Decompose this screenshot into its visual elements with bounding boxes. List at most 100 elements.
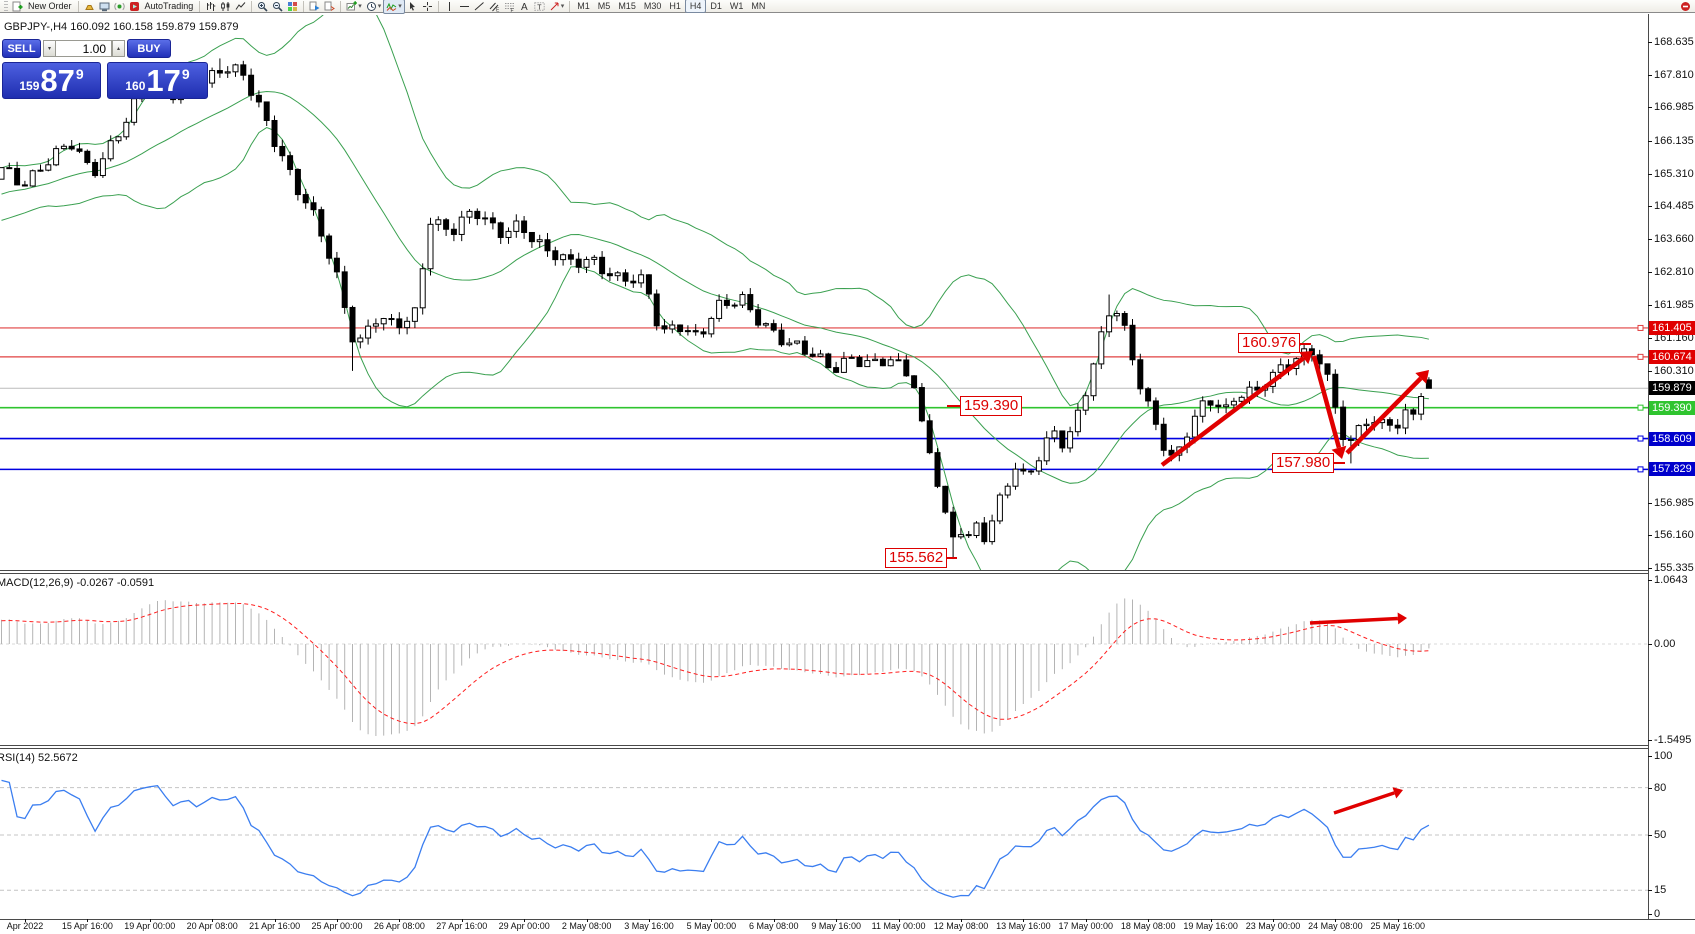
new-order-label[interactable]: New Order	[28, 1, 72, 11]
vline-icon[interactable]	[442, 0, 457, 13]
callout-connector	[947, 405, 960, 407]
volume-input[interactable]	[55, 40, 112, 57]
trend-arrow[interactable]	[1345, 370, 1429, 455]
time-label: 9 May 16:00	[811, 921, 861, 931]
autotrading-icon[interactable]	[127, 0, 142, 13]
chart-canvas[interactable]	[0, 0, 1648, 919]
zoom-in-icon[interactable]	[255, 0, 270, 13]
fibo-icon[interactable]: F	[502, 0, 517, 13]
zoom-out-icon[interactable]	[270, 0, 285, 13]
bar-chart-icon[interactable]	[203, 0, 218, 13]
macd-panel	[0, 598, 1648, 736]
sell-price[interactable]: 159 87 9	[2, 62, 101, 99]
candles-layer	[0, 58, 1432, 560]
tile-windows-icon[interactable]	[285, 0, 300, 13]
toolbar-separator	[251, 0, 253, 12]
buy-price-figure: 160	[125, 79, 146, 93]
timeframe-m5-button[interactable]: M5	[597, 1, 611, 11]
candlestick-icon[interactable]	[218, 0, 233, 13]
price-callout-155.562[interactable]: 155.562	[885, 548, 948, 568]
gold-icon[interactable]	[82, 0, 97, 13]
text-icon[interactable]: A	[517, 0, 532, 13]
timeframe-m30-button[interactable]: M30	[643, 1, 662, 11]
macd-tick-0.00: 0.00	[1654, 638, 1676, 650]
sell-button[interactable]: SELL	[2, 39, 41, 58]
time-label: 19 Apr 00:00	[124, 921, 176, 931]
time-tickmark	[961, 919, 962, 922]
price-callout-157.980[interactable]: 157.980	[1272, 453, 1335, 473]
panel-splitter[interactable]	[0, 745, 1648, 746]
trend-arrow[interactable]	[1160, 351, 1313, 467]
hline-handle[interactable]	[1637, 353, 1644, 360]
price-callout-159.390[interactable]: 159.390	[960, 396, 1023, 416]
autotrading-label[interactable]: AutoTrading	[144, 1, 194, 11]
new-order-icon[interactable]	[10, 0, 25, 13]
label-icon[interactable]: T	[532, 0, 547, 13]
price-tick-161.985: 161.985	[1654, 299, 1694, 311]
macd-histogram	[1, 598, 1430, 736]
chevron-down-icon[interactable]: ▾	[560, 3, 565, 10]
panel-splitter[interactable]	[0, 748, 1648, 749]
timeframe-w1-button[interactable]: W1	[729, 1, 744, 11]
time-tickmark	[586, 919, 588, 922]
hline-handle[interactable]	[1637, 435, 1644, 442]
buy-price[interactable]: 160 17 9	[107, 62, 208, 99]
trend-arrow[interactable]	[1333, 787, 1403, 815]
rsi-tickmark	[1648, 914, 1652, 915]
timeframe-d1-button[interactable]: D1	[710, 1, 722, 11]
chevron-down-icon[interactable]: ▾	[377, 3, 382, 10]
buy-button[interactable]: BUY	[127, 39, 171, 58]
time-tickmark	[87, 919, 89, 922]
timeframe-h4-button[interactable]: H4	[684, 0, 707, 13]
chevron-down-icon[interactable]: ▾	[358, 3, 362, 10]
plot-right-border	[1648, 14, 1649, 920]
indicator-icon[interactable]: ▾	[383, 0, 405, 14]
time-tickmark	[274, 919, 276, 922]
svg-text:T: T	[537, 4, 542, 11]
hline-handle[interactable]	[1637, 324, 1644, 331]
price-tickmark	[1648, 371, 1652, 373]
trendline-icon[interactable]	[472, 0, 487, 13]
price-tick-156.985: 156.985	[1654, 496, 1694, 509]
template-icon[interactable]	[322, 0, 337, 13]
price-tickmark	[1648, 107, 1652, 109]
price-callout-160.976[interactable]: 160.976	[1238, 333, 1301, 353]
timeframe-m15-button[interactable]: M15	[618, 1, 636, 11]
time-tickmark	[1085, 919, 1087, 922]
price-tickmark	[1648, 206, 1652, 208]
channel-icon[interactable]: E	[487, 0, 502, 13]
time-label: 20 Apr 08:00	[186, 921, 238, 931]
alert-icon[interactable]	[1678, 0, 1693, 13]
rsi-tickmark	[1648, 890, 1652, 892]
timeframe-m1-button[interactable]: M1	[577, 1, 590, 11]
price-tickmark	[1648, 238, 1652, 240]
panel-splitter[interactable]	[0, 570, 1648, 571]
hline-handle[interactable]	[1637, 404, 1644, 411]
hline-handle[interactable]	[1637, 466, 1644, 473]
timeframe-h1-button[interactable]: H1	[669, 1, 681, 11]
clock-icon[interactable]: ▾	[364, 0, 384, 13]
chevron-down-icon[interactable]: ▾	[398, 3, 402, 10]
new-chart-icon[interactable]: ▾	[344, 0, 364, 13]
crosshair-icon[interactable]	[420, 0, 435, 13]
terminal-icon[interactable]	[97, 0, 112, 13]
line-chart-icon[interactable]	[233, 0, 248, 13]
signal-icon[interactable]	[112, 0, 127, 13]
price-badge-159.879: 159.879	[1649, 381, 1695, 396]
toolbar-separator	[77, 0, 79, 12]
time-label: 29 Apr 00:00	[498, 921, 550, 931]
volume-increase-button[interactable]: ▴	[112, 40, 125, 57]
price-tickmark	[1648, 173, 1652, 175]
price-tickmark	[1648, 337, 1652, 339]
sell-price-figure: 159	[19, 79, 40, 93]
time-label: 6 May 08:00	[749, 921, 799, 931]
cursor-icon[interactable]	[405, 0, 420, 13]
trend-arrow[interactable]	[1311, 355, 1347, 459]
trend-arrow[interactable]	[1309, 612, 1407, 625]
timeframe-mn-button[interactable]: MN	[751, 1, 766, 11]
panel-splitter[interactable]	[0, 573, 1648, 574]
shapes-icon[interactable]: ▾	[547, 0, 567, 13]
profile-icon[interactable]	[307, 0, 322, 13]
hline-icon[interactable]	[457, 0, 472, 13]
time-tickmark	[149, 919, 151, 922]
